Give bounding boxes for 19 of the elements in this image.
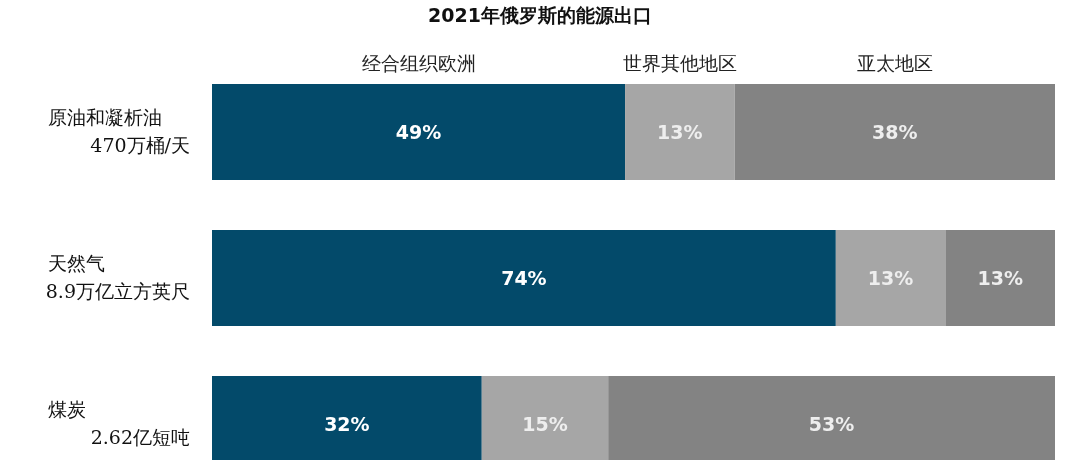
series-label: 亚太地区 (856, 52, 933, 74)
series-label: 经合组织欧洲 (361, 52, 476, 74)
y-tick-label: 天然气 8.9万亿立方英尺 (45, 252, 190, 302)
chart-title: 2021年俄罗斯的能源出口 (428, 4, 652, 26)
y-tick-label: 原油和凝析油 470万桶/天 (48, 106, 190, 156)
data-label: 32% (324, 413, 370, 435)
bar (734, 84, 1055, 180)
bar (212, 84, 626, 180)
data-label: 74% (501, 267, 547, 289)
series-label: 世界其他地区 (622, 52, 737, 74)
data-label: 13% (867, 267, 914, 289)
data-label: 13% (657, 121, 703, 143)
data-label: 53% (808, 413, 855, 435)
data-label: 15% (522, 413, 568, 435)
bar (625, 84, 735, 180)
y-tick-label: 煤炭 2.62亿短吨 (48, 398, 190, 448)
data-label: 38% (872, 121, 918, 143)
data-label: 13% (977, 267, 1023, 289)
data-label: 49% (395, 121, 442, 143)
